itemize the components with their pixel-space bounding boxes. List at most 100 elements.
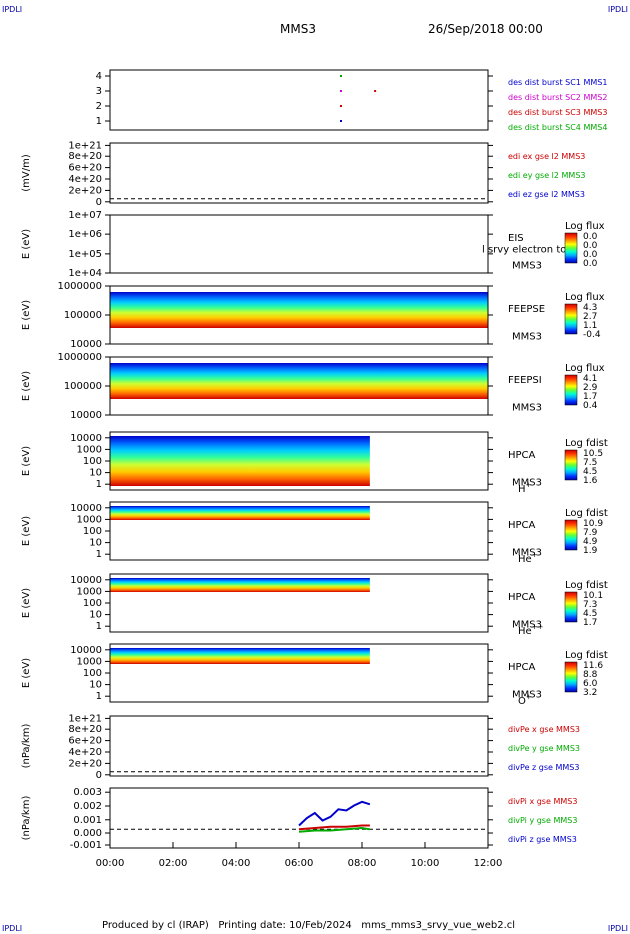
panel-frame [109,142,489,204]
y-axis-label: E (eV) [21,658,32,688]
legend-entry: des dist burst SC4 MMS4 [508,123,607,132]
colorbar-tick: 8.8 [583,670,598,680]
instrument-label: FEEPSI [508,375,542,386]
spectrogram-fill [110,436,370,486]
spectrogram-fill [110,648,370,664]
ytick-label: 4 [96,71,102,82]
ytick-label: 6e+20 [68,736,102,747]
spectrogram-fill [110,578,370,592]
colorbar-tick: 4.5 [583,467,597,477]
colorbar-tick: 1.7 [583,392,597,402]
ytick-label: 10 [89,680,102,691]
colorbar-tick: 1.6 [583,476,598,486]
legend-entry: divPe x gse MMS3 [508,725,580,734]
legend-entry: edi ex gse l2 MMS3 [508,152,585,161]
ytick-label: -0.001 [70,840,102,851]
colorbar-title: Log fdist [565,650,608,661]
date-title: 26/Sep/2018 00:00 [428,22,543,36]
ytick-label: 10 [89,538,102,549]
y-axis-label: E (eV) [21,446,32,476]
data-point [340,105,342,107]
colorbar-tick: 0.0 [583,232,598,242]
xtick-label: 10:00 [411,858,440,869]
ytick-label: 100 [83,526,102,537]
ytick-label: 4e+20 [68,174,102,185]
spacecraft-label: MMS3 [512,260,542,271]
y-axis-label: E (eV) [21,371,32,401]
corner-label-br: IPDLI [607,924,628,933]
colorbar-tick: 4.3 [583,303,597,313]
colorbar-tick: 0.0 [583,241,598,251]
ytick-label: 1e+21 [68,140,102,151]
ytick-label: 100000 [64,381,102,392]
colorbar-tick: 11.6 [583,661,603,671]
y-axis-label: E (eV) [21,229,32,259]
colorbar-title: Log flux [565,363,605,374]
ytick-label: 0.000 [73,828,102,839]
data-point [374,90,377,92]
ytick-label: 4e+20 [68,747,102,758]
colorbar-tick: 4.5 [583,609,597,619]
ytick-label: 1e+07 [68,210,102,221]
ytick-label: 10000 [70,433,102,444]
ytick-label: 1 [96,621,102,632]
xtick-label: 06:00 [285,858,314,869]
ytick-label: 3 [96,86,102,97]
spacecraft-title: MMS3 [280,22,316,36]
corner-label-tl: IPDLI [2,5,23,14]
xtick-label: 08:00 [348,858,377,869]
colorbar-tick: 2.9 [583,383,598,393]
colorbar [564,519,578,551]
ytick-label: 8e+20 [68,151,102,162]
y-axis-label: E (eV) [21,300,32,330]
instrument-label: HPCA [508,520,536,531]
series-line [298,800,371,827]
species-label: O+ [518,693,532,707]
ytick-label: 2e+20 [68,758,102,769]
species-charge: + [532,551,538,559]
ytick-label: 1000000 [57,281,102,292]
ytick-label: 100 [83,456,102,467]
series-line [298,826,371,833]
instrument-label: HPCA [508,592,536,603]
colorbar-tick: 2.7 [583,312,597,322]
colorbar-tick: 7.5 [583,458,597,468]
ytick-label: 0 [96,770,102,781]
species-charge: ++ [532,623,544,631]
colorbar-tick: 10.9 [583,519,603,529]
ytick-label: 1 [96,479,102,490]
colorbar-tick: 7.3 [583,600,597,610]
colorbar-title: Log fdist [565,580,608,591]
legend-entry: des dist burst SC2 MMS2 [508,93,607,102]
instrument-label: HPCA [508,450,536,461]
spacecraft-label: MMS3 [512,619,542,630]
colorbar [564,591,578,623]
colorbar-tick: -0.4 [583,330,601,340]
ytick-label: 2 [96,101,102,112]
legend-entry: edi ez gse l2 MMS3 [508,190,585,199]
colorbar-tick: 10.5 [583,449,603,459]
corner-label-tr: IPDLI [607,5,628,14]
colorbar-title: Log fdist [565,508,608,519]
data-point [340,90,342,92]
legend-entry: edi ey gse l2 MMS3 [508,171,586,180]
species-label: H+ [518,481,532,495]
colorbar-tick: 0.0 [583,259,598,269]
xtick-label: 12:00 [474,858,503,869]
ytick-label: 10000 [70,410,102,421]
colorbar-title: Log fdist [565,438,608,449]
panel-frame [109,214,489,274]
ytick-label: 2e+20 [68,185,102,196]
data-point [340,120,342,122]
x-axis: 00:00 02:00 04:00 06:00 08:00 10:00 12:00 [96,842,503,869]
colorbar-tick: 1.7 [583,618,597,628]
colorbar-tick: 0.0 [583,250,598,260]
ytick-label: 1e+04 [68,268,102,279]
legend-entry: des dist burst SC1 MMS1 [508,78,607,87]
ytick-label: 0.002 [73,801,102,812]
colorbar-tick: 1.9 [583,546,598,556]
